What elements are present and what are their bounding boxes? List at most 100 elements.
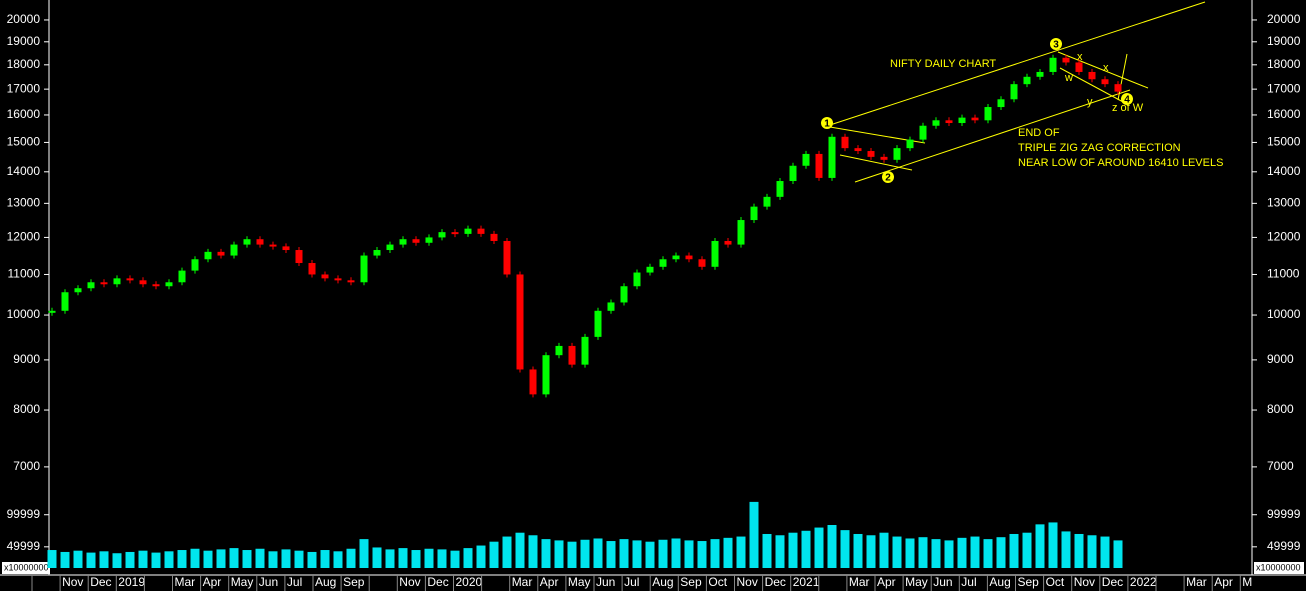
y-tick-label: 14000	[7, 164, 41, 178]
volume-bar	[528, 535, 538, 568]
price-bar	[724, 240, 732, 245]
price-bar	[1088, 71, 1096, 80]
y-tick-label: 20000	[1267, 12, 1301, 26]
sub-wave-label: w	[1064, 72, 1073, 84]
volume-bar	[489, 541, 499, 568]
volume-bar	[437, 549, 447, 568]
y-tick-label: 12000	[1267, 230, 1301, 244]
volume-bar	[216, 549, 226, 568]
x-tick-label: May	[231, 575, 254, 589]
price-bar	[74, 288, 82, 293]
price-bar	[269, 244, 277, 247]
volume-unit: x10000000	[4, 562, 49, 572]
y-tick-label: 11000	[1267, 267, 1300, 281]
x-tick-label: 2022	[1130, 575, 1157, 589]
wave-marker	[1050, 38, 1062, 50]
volume-bar	[879, 532, 889, 568]
price-bar	[308, 263, 316, 275]
volume-bar	[931, 539, 941, 568]
price-bar	[854, 148, 862, 152]
breakout-line	[1117, 53, 1128, 101]
wave-label: 4	[1124, 95, 1130, 106]
volume-bar	[541, 539, 551, 568]
volume-bar	[333, 551, 343, 568]
volume-bar	[242, 550, 252, 568]
price-bar	[152, 284, 160, 287]
wave-label: 1	[824, 119, 830, 130]
volume-bar	[450, 550, 460, 568]
volume-bar	[606, 541, 616, 568]
volume-bar	[424, 548, 434, 568]
volume-bar	[1074, 533, 1084, 568]
price-bar	[490, 233, 498, 241]
price-bar	[360, 255, 368, 283]
volume-bar	[1009, 533, 1019, 568]
x-tick-label: Apr	[1214, 575, 1233, 589]
x-tick-label: Dec	[765, 575, 786, 589]
price-bar	[48, 310, 56, 313]
volume-bar	[47, 550, 57, 568]
x-tick-label: Sep	[680, 575, 702, 589]
volume-bar	[970, 536, 980, 568]
volume-bar	[944, 540, 954, 568]
y-tick-label: 8000	[13, 402, 40, 416]
volume-bar	[710, 539, 720, 568]
x-tick-label: Apr	[877, 575, 896, 589]
price-bar	[321, 274, 329, 279]
y2-tick-label: 49999	[7, 539, 41, 553]
volume-bar	[359, 539, 369, 568]
x-tick-label: Dec	[1102, 575, 1123, 589]
price-bar	[763, 196, 771, 207]
volume-bar	[593, 538, 603, 568]
price-bar	[945, 120, 953, 124]
volume-bar	[1087, 535, 1097, 568]
volume-bar	[749, 501, 759, 568]
sub-wave-label: z of W	[1112, 102, 1144, 114]
y-tick-label: 19000	[1267, 34, 1301, 48]
price-bar	[880, 156, 888, 160]
volume-bar	[268, 551, 278, 568]
x-tick-label: Mar	[512, 575, 533, 589]
y2-tick-label: 99999	[1267, 507, 1301, 521]
x-tick-label: 2019	[118, 575, 145, 589]
volume-bar	[398, 548, 408, 568]
price-bar	[542, 355, 550, 395]
volume-bar	[1113, 540, 1123, 568]
volume-bar	[567, 541, 577, 568]
price-bar	[399, 239, 407, 245]
x-tick-label: Jun	[259, 575, 278, 589]
volume-bar	[1035, 524, 1045, 568]
channel-lower	[854, 89, 1131, 183]
y-tick-label: 16000	[1267, 107, 1301, 121]
volume-bar	[983, 539, 993, 568]
y-tick-label: 14000	[1267, 164, 1301, 178]
volume-bar	[229, 548, 239, 568]
volume-bar	[762, 533, 772, 568]
x-tick-label: Jul	[287, 575, 302, 589]
price-bar	[1023, 76, 1031, 85]
price-bar	[932, 120, 940, 126]
price-bar	[282, 246, 290, 251]
price-bar	[867, 151, 875, 157]
volume-bar	[463, 548, 473, 568]
volume-bar	[99, 551, 109, 568]
annotation: NEAR LOW OF AROUND 16410 LEVELS	[1018, 157, 1223, 169]
x-tick-label: Oct	[708, 575, 727, 589]
unit-box	[1254, 562, 1304, 574]
volume-bar	[671, 538, 681, 568]
price-bar	[165, 282, 173, 287]
y-tick-label: 19000	[7, 34, 41, 48]
volume-bar	[788, 532, 798, 568]
price-bar	[61, 292, 69, 311]
volume-bar	[580, 539, 590, 568]
price-bar	[256, 239, 264, 245]
price-bar	[373, 250, 381, 256]
price-bar	[1114, 84, 1122, 92]
volume-bar	[372, 547, 382, 568]
chart-title: NIFTY DAILY CHART	[890, 58, 996, 70]
price-bar	[659, 259, 667, 267]
sub-wave-label: y	[1087, 96, 1093, 108]
volume-bar	[255, 548, 265, 568]
y-tick-label: 15000	[1267, 135, 1301, 149]
